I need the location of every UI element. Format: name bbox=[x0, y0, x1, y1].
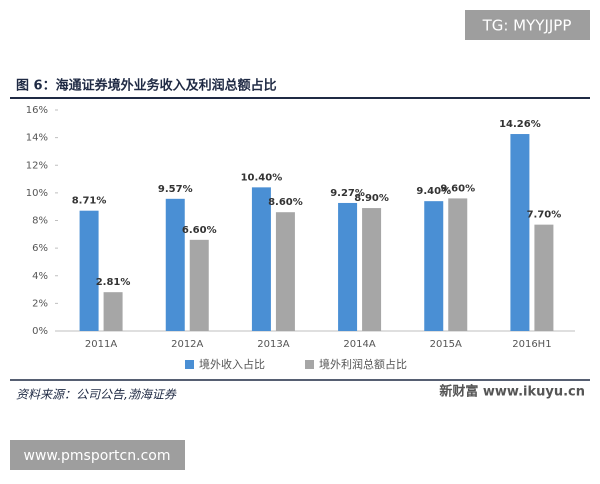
value-label: 8.90% bbox=[354, 193, 389, 204]
bar bbox=[510, 134, 530, 331]
value-label: 9.27% bbox=[330, 188, 365, 199]
y-tick-label: 16% bbox=[26, 105, 48, 116]
bar bbox=[251, 187, 271, 331]
value-label: 8.60% bbox=[268, 197, 303, 208]
x-tick-label: 2013A bbox=[257, 339, 289, 350]
x-tick-label: 2011A bbox=[85, 339, 117, 350]
value-label: 2.81% bbox=[96, 277, 131, 288]
bar bbox=[448, 198, 468, 331]
x-tick-label: 2014A bbox=[343, 339, 375, 350]
legend-swatch bbox=[305, 360, 314, 369]
legend-label: 境外利润总额占比 bbox=[319, 357, 407, 371]
y-tick-label: 10% bbox=[26, 188, 48, 199]
value-label: 10.40% bbox=[241, 172, 283, 183]
bar bbox=[165, 198, 185, 331]
value-label: 9.60% bbox=[440, 183, 475, 194]
source: 资料来源：公司公告,渤海证券 bbox=[16, 388, 177, 402]
value-label: 8.71% bbox=[72, 196, 107, 207]
value-label: 6.60% bbox=[182, 225, 217, 236]
value-label: 9.57% bbox=[158, 184, 193, 195]
y-tick-label: 14% bbox=[26, 133, 48, 144]
y-tick-label: 4% bbox=[32, 271, 48, 282]
y-tick-label: 12% bbox=[26, 160, 48, 171]
watermark: TG: MYYJJPP bbox=[482, 17, 572, 35]
watermark: www.pmsportcn.com bbox=[24, 448, 171, 464]
y-tick-label: 6% bbox=[32, 243, 48, 254]
value-label: 7.70% bbox=[527, 210, 562, 221]
bar bbox=[534, 224, 554, 331]
y-tick-label: 8% bbox=[32, 216, 48, 227]
x-tick-label: 2015A bbox=[430, 339, 462, 350]
value-label: 14.26% bbox=[499, 119, 541, 130]
y-tick-label: 2% bbox=[32, 298, 48, 309]
bar bbox=[275, 212, 295, 331]
bar bbox=[362, 208, 382, 331]
legend-label: 境外收入占比 bbox=[199, 357, 265, 371]
credit: 新财富 www.ikuyu.cn bbox=[439, 384, 585, 400]
x-tick-label: 2012A bbox=[171, 339, 203, 350]
x-tick-label: 2016H1 bbox=[512, 339, 551, 350]
chart-title: 图 6：海通证券境外业务收入及利润总额占比 bbox=[16, 78, 277, 94]
bar bbox=[338, 202, 358, 331]
bar bbox=[424, 201, 444, 331]
bar bbox=[189, 239, 209, 331]
y-tick-label: 0% bbox=[32, 326, 48, 337]
legend-swatch bbox=[185, 360, 194, 369]
watermark-box bbox=[10, 440, 185, 470]
bar bbox=[79, 210, 99, 331]
watermark-box bbox=[465, 10, 590, 40]
value-label: 9.40% bbox=[416, 186, 451, 197]
bar bbox=[103, 292, 123, 331]
